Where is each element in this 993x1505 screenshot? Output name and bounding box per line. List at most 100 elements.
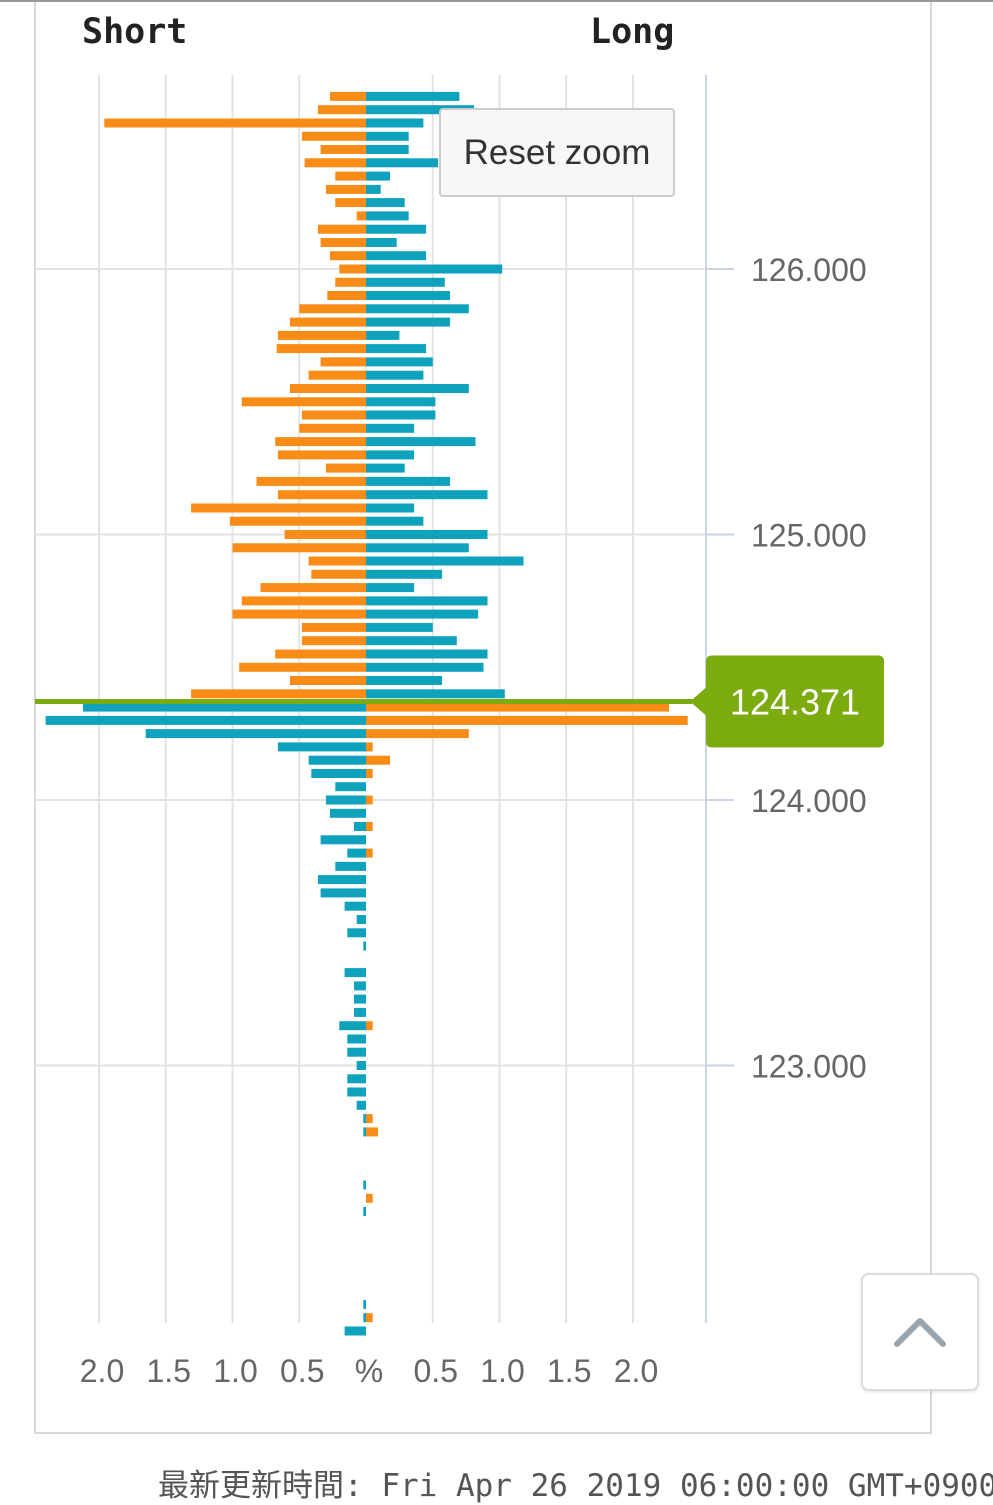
current-price-label: 124.371 bbox=[730, 681, 860, 722]
short-bar bbox=[289, 317, 366, 327]
short-bar bbox=[356, 211, 366, 221]
long-bar bbox=[366, 516, 424, 526]
last-updated-text: 最新更新時間: Fri Apr 26 2019 06:00:00 GMT+090… bbox=[158, 1468, 993, 1504]
long-bar bbox=[366, 543, 469, 553]
short-bar bbox=[317, 105, 366, 115]
short-bar bbox=[344, 901, 366, 911]
short-bar bbox=[335, 861, 366, 871]
x-tick-label: 0.5 bbox=[414, 1353, 458, 1389]
y-tick-label: 126.000 bbox=[751, 252, 867, 288]
short-bar bbox=[325, 463, 366, 473]
long-bar bbox=[366, 1114, 373, 1124]
short-bar bbox=[301, 622, 366, 632]
long-bar bbox=[366, 702, 669, 712]
long-bar bbox=[366, 264, 503, 274]
short-bar bbox=[304, 158, 366, 168]
short-bar bbox=[327, 291, 366, 300]
long-bar bbox=[366, 742, 373, 752]
short-bar bbox=[363, 941, 366, 951]
short-bar bbox=[299, 423, 367, 433]
long-bar bbox=[366, 251, 427, 261]
long-bar bbox=[366, 357, 433, 367]
long-bar bbox=[366, 211, 409, 221]
short-bar bbox=[354, 981, 366, 991]
long-bar bbox=[366, 118, 424, 128]
x-tick-label: 1.5 bbox=[147, 1353, 191, 1389]
long-bar bbox=[366, 476, 451, 486]
current-price-badge bbox=[690, 655, 884, 748]
long-bar bbox=[366, 662, 484, 672]
short-bar bbox=[356, 915, 366, 924]
short-bar bbox=[363, 1300, 366, 1309]
short-bar bbox=[239, 662, 366, 672]
short-bar bbox=[347, 1034, 366, 1044]
short-bar bbox=[301, 636, 366, 646]
short-bar bbox=[275, 437, 366, 447]
long-bar bbox=[366, 91, 460, 101]
long-bar bbox=[366, 145, 409, 154]
short-bar bbox=[311, 769, 366, 778]
long-bar bbox=[366, 1193, 373, 1203]
short-bar bbox=[354, 994, 366, 1004]
x-tick-label: 1.5 bbox=[547, 1353, 591, 1389]
short-bar bbox=[347, 1047, 366, 1057]
reset-zoom-button[interactable]: Reset zoom bbox=[439, 108, 675, 197]
short-bar bbox=[145, 729, 366, 739]
x-tick-label: % bbox=[355, 1353, 383, 1389]
short-bar bbox=[277, 450, 366, 460]
short-bar bbox=[320, 357, 366, 367]
long-bar bbox=[366, 423, 415, 433]
short-bar bbox=[232, 609, 366, 619]
short-bar bbox=[320, 888, 366, 898]
short-bar bbox=[320, 238, 366, 247]
long-bar bbox=[366, 556, 524, 566]
long-bar bbox=[366, 317, 451, 327]
long-bar bbox=[366, 622, 433, 632]
short-bar bbox=[301, 410, 366, 420]
short-bar bbox=[320, 145, 366, 154]
short-bar bbox=[363, 1127, 366, 1137]
short-bar bbox=[308, 370, 366, 380]
overlay-layer: 124.371 bbox=[35, 655, 884, 748]
long-bar bbox=[366, 370, 424, 380]
short-bar bbox=[191, 689, 366, 699]
short-bar bbox=[299, 304, 367, 314]
long-bar bbox=[366, 649, 488, 659]
short-bar bbox=[356, 1061, 366, 1070]
long-bar bbox=[366, 330, 400, 340]
x-tick-label: 0.5 bbox=[280, 1353, 324, 1389]
long-bar bbox=[366, 583, 415, 593]
short-bar bbox=[347, 928, 366, 938]
short-bar bbox=[232, 543, 366, 553]
long-bar bbox=[366, 1021, 373, 1031]
long-bar bbox=[366, 437, 476, 447]
long-bar bbox=[366, 304, 469, 314]
short-bar bbox=[260, 583, 366, 593]
x-tick-label: 1.0 bbox=[213, 1353, 257, 1389]
long-bar bbox=[366, 105, 475, 115]
long-bar bbox=[366, 530, 488, 539]
scroll-to-top-button[interactable] bbox=[861, 1273, 979, 1391]
long-bar bbox=[366, 384, 469, 393]
long-bar bbox=[366, 344, 427, 354]
short-bar bbox=[344, 968, 366, 978]
short-bar bbox=[317, 875, 366, 885]
long-bar bbox=[366, 158, 439, 168]
short-bar bbox=[277, 490, 366, 500]
long-bar bbox=[366, 397, 436, 407]
long-bar bbox=[366, 291, 451, 300]
long-bar bbox=[366, 503, 415, 513]
short-bar bbox=[311, 569, 366, 579]
short-bar bbox=[325, 795, 366, 805]
chevron-up-icon bbox=[894, 1318, 946, 1347]
short-bar bbox=[335, 782, 366, 792]
short-bar bbox=[229, 516, 366, 526]
long-bar bbox=[366, 184, 381, 194]
long-bar bbox=[366, 238, 397, 247]
long-bar bbox=[366, 171, 390, 181]
long-bar bbox=[366, 463, 405, 473]
long-bar bbox=[366, 755, 390, 765]
long-header: Long bbox=[590, 12, 675, 52]
short-bar bbox=[325, 184, 366, 194]
